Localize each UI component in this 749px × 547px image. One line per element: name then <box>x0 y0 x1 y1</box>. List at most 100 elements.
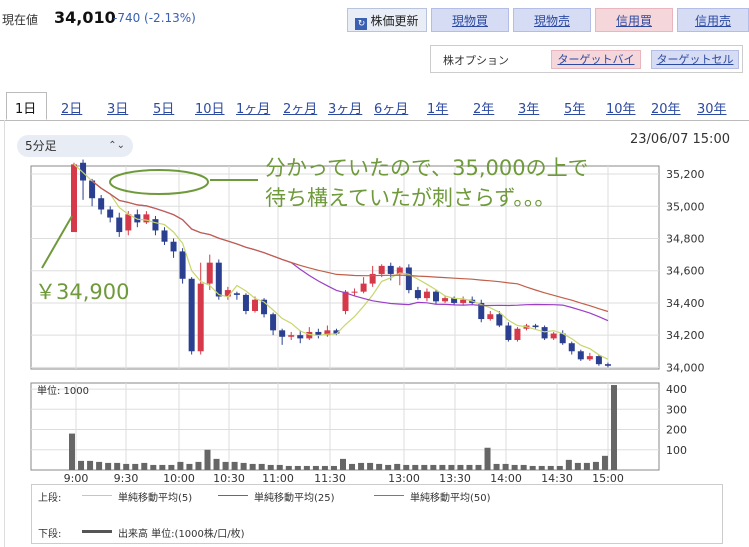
tab-30y[interactable]: 30年 <box>697 102 727 117</box>
volume-bar <box>412 464 419 470</box>
volume-bar <box>394 463 401 470</box>
candle-body <box>378 265 385 274</box>
volume-bar <box>385 464 392 470</box>
tab-2y[interactable]: 2年 <box>473 102 495 117</box>
volume-bar <box>141 462 148 470</box>
volume-bar <box>213 458 220 470</box>
price-tick-label: 34,800 <box>666 233 705 246</box>
refresh-price-button[interactable]: ↻ 株価更新 <box>347 8 427 32</box>
candle-body <box>98 198 105 210</box>
moving-average-line <box>91 180 609 313</box>
legend-ma50-line <box>374 495 404 496</box>
candle-body <box>586 356 593 360</box>
candle-body <box>315 331 322 336</box>
volume-bar <box>78 460 85 470</box>
tab-10y[interactable]: 10年 <box>606 102 636 117</box>
volume-bar <box>123 463 130 470</box>
volume-bar <box>285 465 292 470</box>
volume-bar <box>312 465 319 470</box>
volume-bar <box>105 462 112 470</box>
candle-body <box>279 330 286 337</box>
volume-bar <box>249 463 256 470</box>
chart-datetime: 23/06/07 15:00 <box>630 132 730 147</box>
candle-body <box>89 180 96 199</box>
annotation-pointer <box>41 215 73 269</box>
candle-body <box>559 333 566 344</box>
candle-body <box>107 209 114 218</box>
margin-buy-button[interactable]: 信用買 <box>595 8 673 32</box>
tab-5d[interactable]: 5日 <box>153 102 175 117</box>
time-tick-label: 15:00 <box>592 472 624 485</box>
cash-sell-button[interactable]: 現物売 <box>513 8 591 32</box>
volume-bar <box>403 464 410 470</box>
candle-body <box>306 331 313 339</box>
volume-bar <box>475 464 482 470</box>
tab-1y[interactable]: 1年 <box>427 102 449 117</box>
refresh-icon: ↻ <box>355 18 368 30</box>
tab-10d[interactable]: 10日 <box>195 102 225 117</box>
volume-bar <box>87 460 94 470</box>
volume-bar <box>367 462 374 470</box>
candle-body <box>261 299 268 315</box>
candle-body <box>170 241 177 252</box>
current-price: 34,010 <box>54 8 116 27</box>
candle-body <box>197 283 204 352</box>
volume-bar <box>276 464 283 470</box>
cash-buy-button[interactable]: 現物買 <box>431 8 509 32</box>
candle-body <box>360 283 367 292</box>
volume-bar <box>538 465 545 470</box>
candle-body <box>487 314 494 320</box>
volume-bar <box>330 465 337 470</box>
tab-3m[interactable]: 3ヶ月 <box>328 102 363 117</box>
stock-options-label: 株オプション <box>443 54 509 67</box>
annotation-price-note: ￥34,900 <box>35 280 130 304</box>
volume-bar <box>349 463 356 470</box>
volume-bar <box>114 462 121 470</box>
tab-5y[interactable]: 5年 <box>564 102 586 117</box>
candle-body <box>550 333 557 339</box>
price-change: -740 (-2.13%) <box>113 11 196 25</box>
legend-ma5-line <box>82 495 112 496</box>
volume-bar <box>556 465 563 470</box>
volume-bar <box>240 462 247 470</box>
time-tick-label: 9:30 <box>114 472 139 485</box>
volume-bar <box>529 465 536 470</box>
volume-bar <box>601 455 608 470</box>
tab-2d[interactable]: 2日 <box>61 102 83 117</box>
candle-body <box>80 162 87 181</box>
candle-body <box>541 327 548 339</box>
time-tick-label: 13:30 <box>439 472 471 485</box>
interval-select[interactable]: 5分足 ⌃⌄ <box>17 135 133 157</box>
volume-bar <box>258 463 265 470</box>
candle-body <box>233 293 240 295</box>
target-buy-button[interactable]: ターゲットバイ <box>551 50 641 69</box>
annotation-line-1: 分かっていたので、35,000の上で <box>265 156 589 180</box>
volume-bar <box>186 463 193 470</box>
volume-bar <box>294 465 301 470</box>
volume-bar <box>421 464 428 470</box>
candle-body <box>604 364 611 366</box>
volume-bar <box>611 385 617 470</box>
volume-bar <box>457 464 464 470</box>
candle-body <box>179 251 186 279</box>
margin-sell-button[interactable]: 信用売 <box>677 8 749 32</box>
candle-body <box>71 164 77 233</box>
volume-bar <box>358 462 365 470</box>
candle-body <box>577 351 584 360</box>
tab-20y[interactable]: 20年 <box>651 102 681 117</box>
time-tick-label: 11:30 <box>314 472 346 485</box>
tab-6m[interactable]: 6ヶ月 <box>374 102 409 117</box>
legend-ma5-label: 単純移動平均(5) <box>118 493 193 504</box>
candle-body <box>451 298 458 303</box>
volume-tick-label: 300 <box>666 403 687 416</box>
tab-3d[interactable]: 3日 <box>107 102 129 117</box>
tab-1m[interactable]: 1ヶ月 <box>236 102 271 117</box>
target-sell-button[interactable]: ターゲットセル <box>651 50 739 69</box>
price-tick-label: 34,000 <box>666 361 705 374</box>
tab-3y[interactable]: 3年 <box>518 102 540 117</box>
volume-tick-label: 100 <box>666 444 687 457</box>
tab-2m[interactable]: 2ヶ月 <box>283 102 318 117</box>
tab-1d[interactable]: 1日 <box>6 92 47 120</box>
volume-bar <box>484 447 491 470</box>
legend-ma25-line <box>218 495 248 496</box>
